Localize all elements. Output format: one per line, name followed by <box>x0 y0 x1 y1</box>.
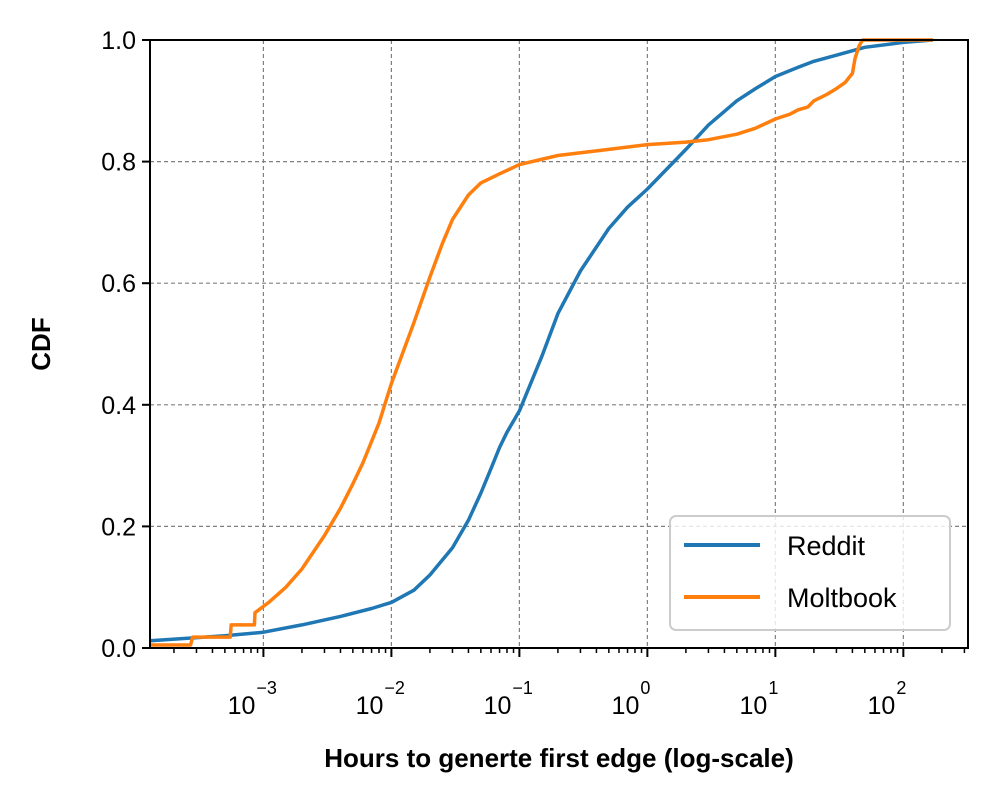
x-axis-title: Hours to generte first edge (log-scale) <box>324 743 794 773</box>
x-tick-base: 10 <box>484 692 512 720</box>
x-tick-base: 10 <box>868 692 896 720</box>
x-tick-exponent: −3 <box>256 678 277 698</box>
y-tick-label: 0.0 <box>101 635 136 663</box>
x-tick-base: 10 <box>356 692 384 720</box>
legend-label-reddit: Reddit <box>787 531 866 561</box>
y-axis-ticks: 0.0 0.2 0.4 0.6 0.8 1.0 <box>101 27 150 663</box>
x-tick-label: 101 <box>740 678 779 720</box>
y-tick-label: 0.8 <box>101 149 136 177</box>
x-tick-exponent: 0 <box>640 678 650 698</box>
x-tick-base: 10 <box>740 692 768 720</box>
plot-frame <box>149 39 969 649</box>
series-line-moltbook <box>150 38 933 647</box>
y-tick-label: 0.4 <box>101 392 136 420</box>
x-tick-label: 100 <box>612 678 651 720</box>
x-tick-exponent: −1 <box>512 678 533 698</box>
y-tick-label: 0.2 <box>101 513 136 541</box>
x-tick-exponent: 1 <box>768 678 778 698</box>
y-tick-label: 1.0 <box>101 27 136 55</box>
x-tick-label: 10−1 <box>484 678 533 720</box>
y-tick-label: 0.6 <box>101 270 136 298</box>
x-tick-label: 102 <box>868 678 907 720</box>
x-tick-label: 10−3 <box>228 678 277 720</box>
x-tick-exponent: 2 <box>896 678 906 698</box>
x-tick-exponent: −2 <box>384 678 405 698</box>
legend: Reddit Moltbook <box>669 515 951 631</box>
series-layer <box>149 38 933 647</box>
y-axis-title: CDF <box>26 317 56 370</box>
legend-label-moltbook: Moltbook <box>787 583 897 613</box>
x-tick-label: 10−2 <box>356 678 405 720</box>
x-tick-base: 10 <box>228 692 256 720</box>
x-tick-base: 10 <box>612 692 640 720</box>
series-line-reddit <box>149 38 933 643</box>
